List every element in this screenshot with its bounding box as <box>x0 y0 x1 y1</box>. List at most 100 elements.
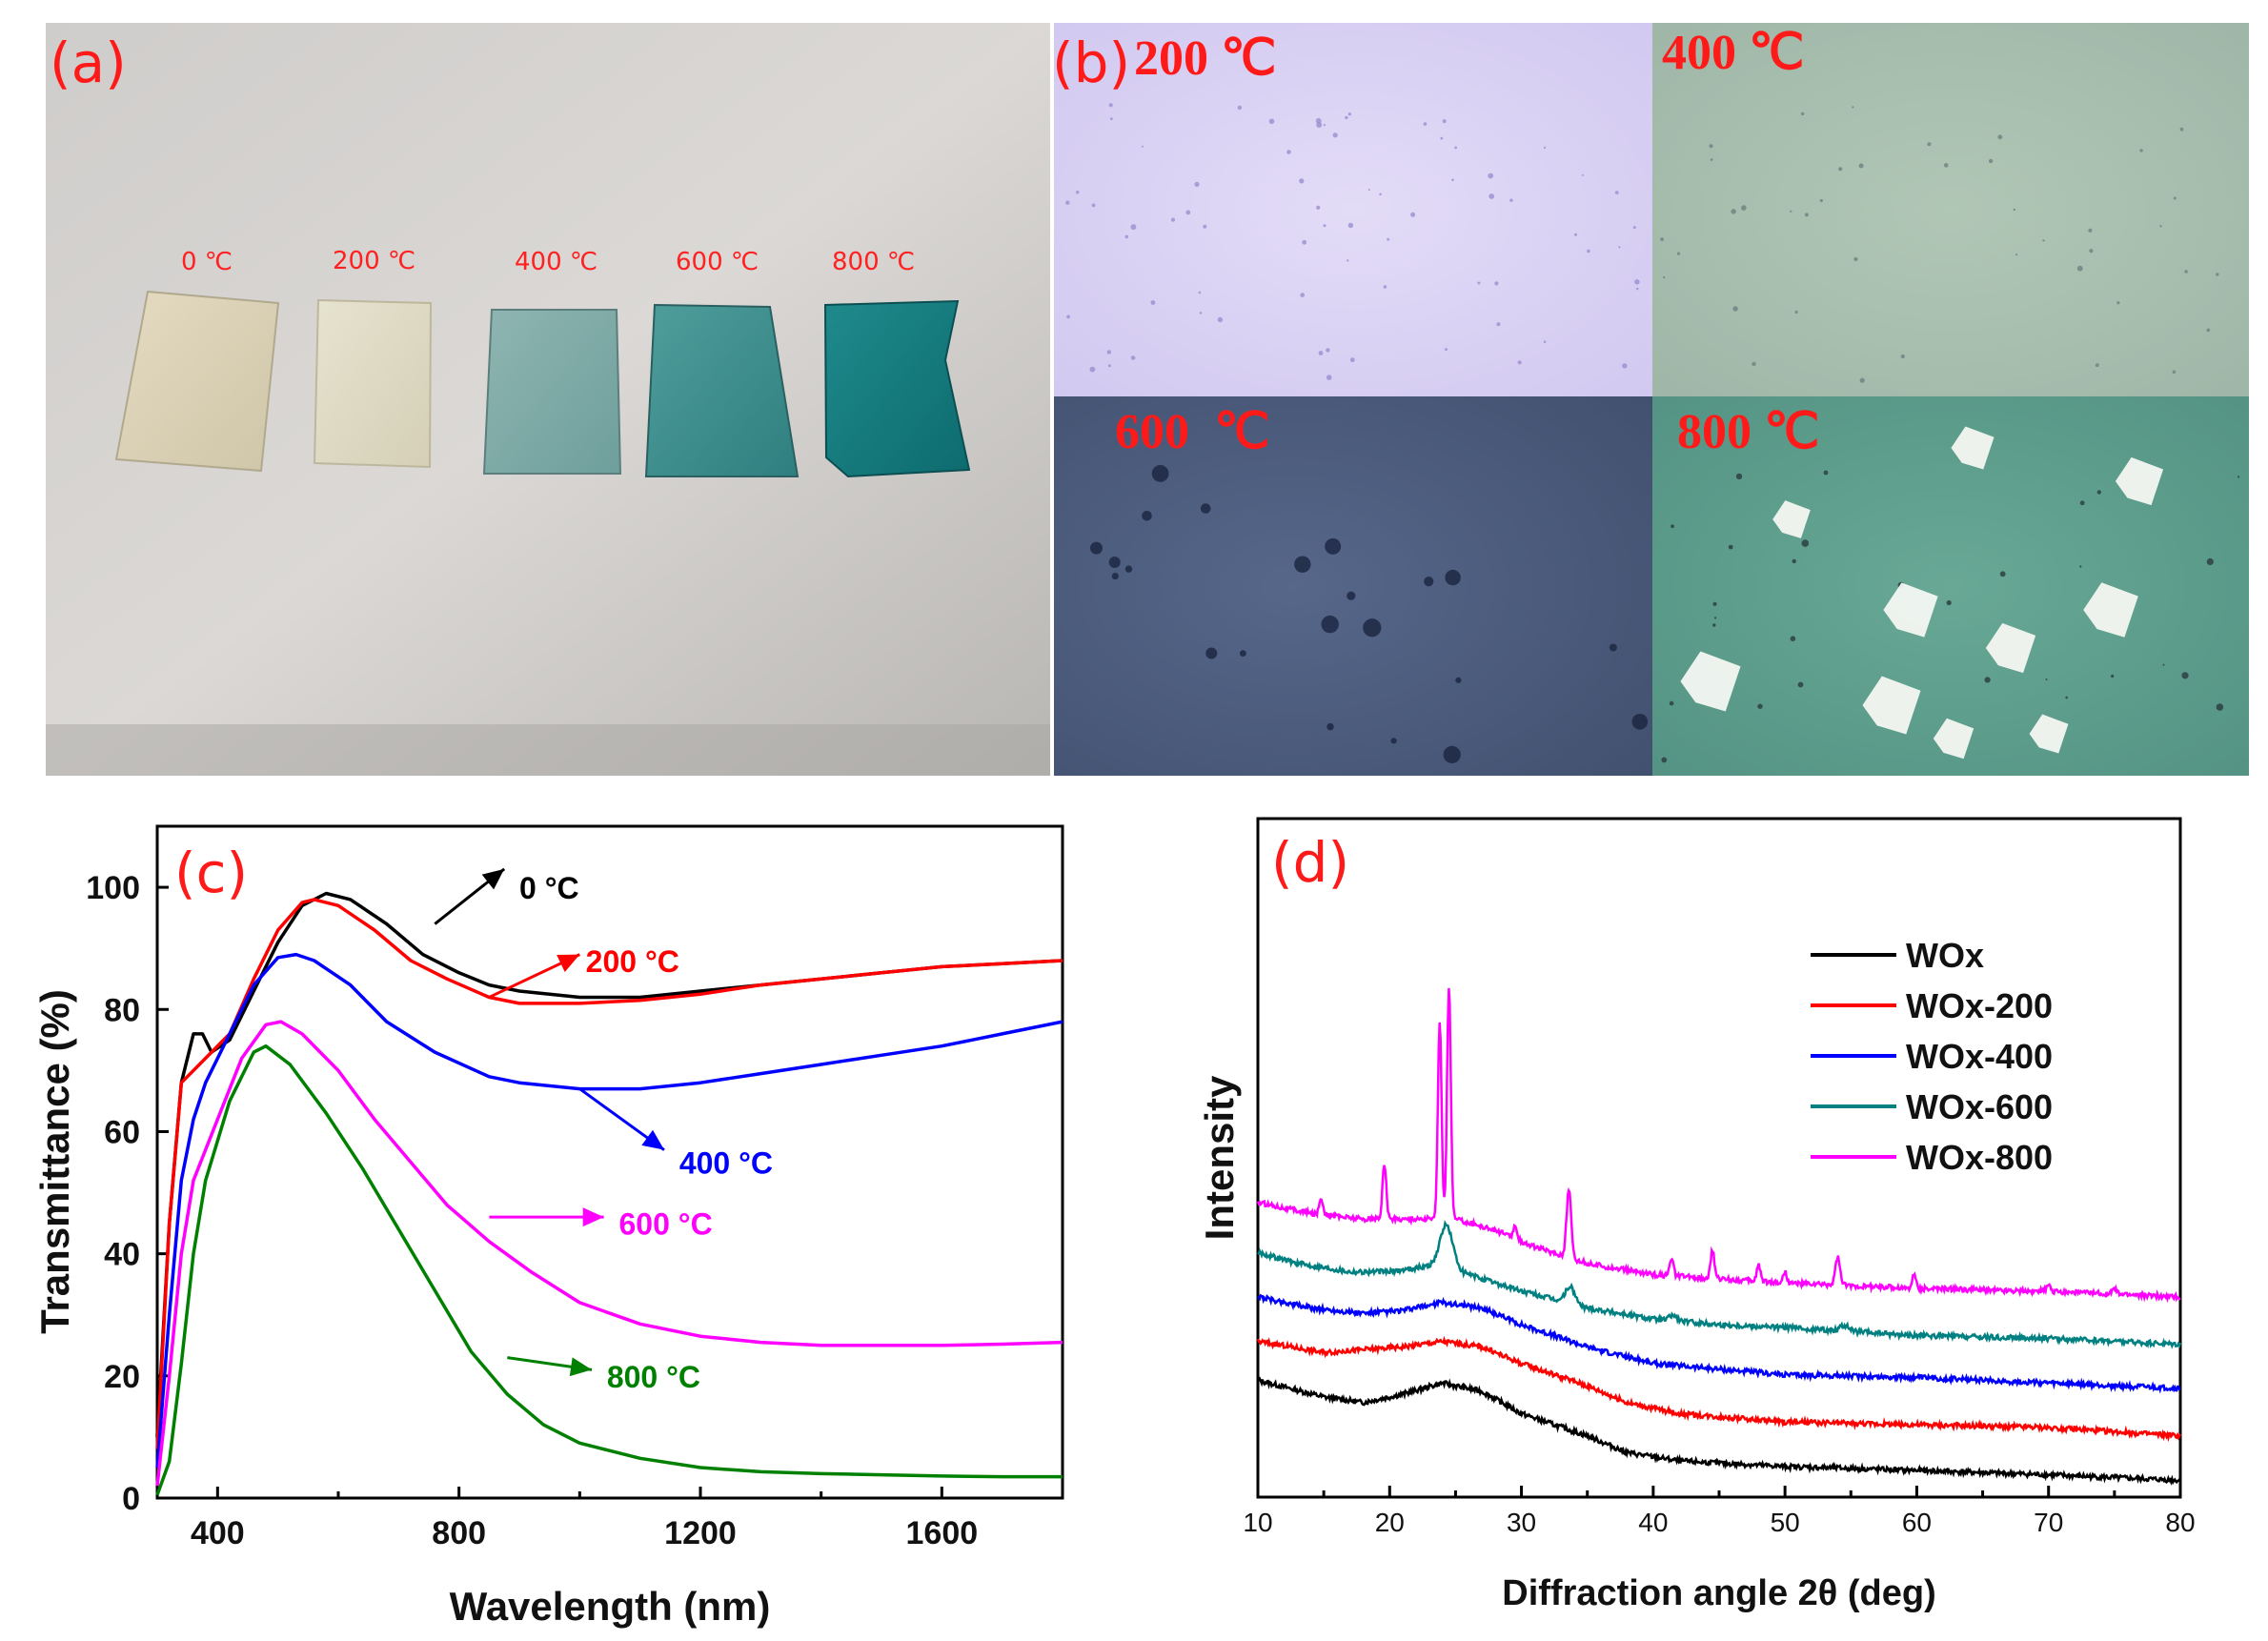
panel-a-label: (a) <box>50 30 127 95</box>
micrograph-speck <box>1410 212 1416 217</box>
micrograph-speck <box>1587 249 1590 253</box>
micrograph-flake <box>1772 500 1811 538</box>
micrograph-speck <box>1423 122 1428 126</box>
micrograph-speck <box>1635 287 1639 291</box>
micrograph-speck <box>1440 136 1444 140</box>
micrograph-speck <box>2172 370 2177 375</box>
micrograph-speck <box>1819 198 1823 203</box>
micrograph-speck <box>1142 511 1152 521</box>
micrograph-speck <box>1797 681 1804 688</box>
series-line-3 <box>155 1020 1063 1487</box>
sample-label-200: 200 ℃ <box>333 247 415 275</box>
micrograph-speck <box>1379 192 1382 196</box>
micrograph-speck <box>1240 650 1246 657</box>
micrograph-speck <box>1900 354 1905 359</box>
micrograph-speck <box>1387 237 1390 241</box>
micrograph-speck <box>1752 361 1756 367</box>
panel-d-legend: WOx WOx-200 WOx-400 WOx-600 WOx-800 <box>1811 936 2053 1177</box>
x-tick-label: 40 <box>1638 1508 1668 1537</box>
micrograph-speck <box>1790 210 1792 213</box>
micrograph-speck <box>1801 539 1810 547</box>
micrograph-speck <box>1170 217 1176 222</box>
micrograph-flake <box>2115 456 2164 506</box>
micrograph-speck <box>1323 224 1326 228</box>
series-line-2 <box>155 952 1063 1469</box>
panel-d-label: (d) <box>1271 830 1349 895</box>
annotation-arrow-head <box>481 868 505 890</box>
micrograph-speck <box>1347 591 1356 600</box>
micrograph-speck <box>1997 134 2003 140</box>
micrograph-speck <box>1731 209 1736 214</box>
micrograph-speck <box>1838 167 1843 172</box>
micrograph-speck <box>1622 363 1628 369</box>
micrograph-specks <box>1065 103 2240 764</box>
micrograph-speck <box>1108 103 1113 108</box>
micrograph-speck <box>1853 256 1858 262</box>
micrograph-label-400: 400 ℃ <box>1662 26 1804 80</box>
legend-label: WOx-600 <box>1906 1087 2053 1126</box>
annotation-arrow-head <box>569 1357 592 1377</box>
annotation-arrow-head <box>641 1129 664 1150</box>
micrograph-speck <box>2079 565 2082 568</box>
micrograph-speck <box>1142 145 1144 148</box>
micrograph-speck <box>1946 599 1952 606</box>
x-tick-label: 10 <box>1243 1508 1272 1537</box>
x-tick-label: 20 <box>1375 1508 1405 1537</box>
annotation-arrow-head <box>582 1207 604 1227</box>
micrograph-speck <box>1345 115 1348 120</box>
micrograph-speck <box>2159 225 2162 228</box>
micrograph-speck <box>2076 265 2083 272</box>
micrograph-speck <box>1302 239 1307 245</box>
micrograph-flake <box>1985 622 2036 674</box>
panel-d-chart: 10 20 30 40 50 60 70 80 WOx WOx-200 WOx-400 WOx-60… <box>1197 817 2196 1613</box>
xrd-series-3 <box>1257 1220 2182 1349</box>
micrograph-speck <box>1710 158 1713 161</box>
micrograph-speck <box>1321 615 1339 634</box>
micrograph-speck <box>2065 696 2068 699</box>
micrograph-label-600: 600 ℃ <box>1115 405 1269 459</box>
micrograph-speck <box>1300 293 1305 297</box>
micrograph-speck <box>1801 111 1805 116</box>
annotation-label: 400 °C <box>679 1146 773 1181</box>
micrograph-speck <box>2095 363 2099 368</box>
panel-c-label: (c) <box>174 841 248 905</box>
micrograph-speck <box>1107 364 1111 368</box>
micrograph-speck <box>1237 105 1243 111</box>
micrograph-400 <box>1652 23 2249 396</box>
micrograph-speck <box>1199 312 1203 314</box>
micrograph-speck <box>2096 490 2101 495</box>
micrograph-speck <box>1999 571 2006 577</box>
micrograph-flake <box>2029 714 2069 754</box>
micrograph-speck <box>1111 573 1119 580</box>
micrograph-speck <box>1712 623 1716 627</box>
sample-label-800: 800 ℃ <box>832 248 915 276</box>
micrograph-speck <box>1217 316 1224 323</box>
micrograph-speck <box>2173 196 2177 200</box>
y-tick-label: 60 <box>104 1114 140 1150</box>
micrograph-200 <box>1054 23 1652 396</box>
micrograph-speck <box>1124 234 1129 239</box>
x-tick-label: 400 <box>191 1515 245 1551</box>
x-tick-label: 60 <box>1902 1508 1932 1537</box>
panel-c-series <box>155 891 1063 1496</box>
micrograph-speck <box>1660 237 1664 242</box>
micrograph-speck <box>1614 191 1619 195</box>
micrograph-speck <box>1988 158 1994 164</box>
micrograph-speck <box>1108 557 1121 568</box>
micrograph-speck <box>1792 558 1796 564</box>
micrograph-speck <box>1543 340 1547 344</box>
micrograph-speck <box>1203 224 1207 229</box>
xrd-series-1 <box>1256 1335 2182 1443</box>
annotation-label: 600 °C <box>619 1207 713 1242</box>
micrograph-speck <box>1130 355 1136 360</box>
micrograph-speck <box>1185 210 1191 215</box>
micrograph-speck <box>1151 465 1169 482</box>
annotation-label: 800 °C <box>607 1360 700 1394</box>
micrograph-speck <box>1741 205 1747 211</box>
micrograph-speck <box>2042 239 2045 242</box>
xrd-series-0 <box>1257 1376 2181 1486</box>
panel-b-label: (b) <box>1052 30 1130 95</box>
micrograph-speck <box>2184 270 2188 274</box>
glass-sample-0 <box>114 290 280 473</box>
micrograph-speck <box>1728 544 1733 550</box>
